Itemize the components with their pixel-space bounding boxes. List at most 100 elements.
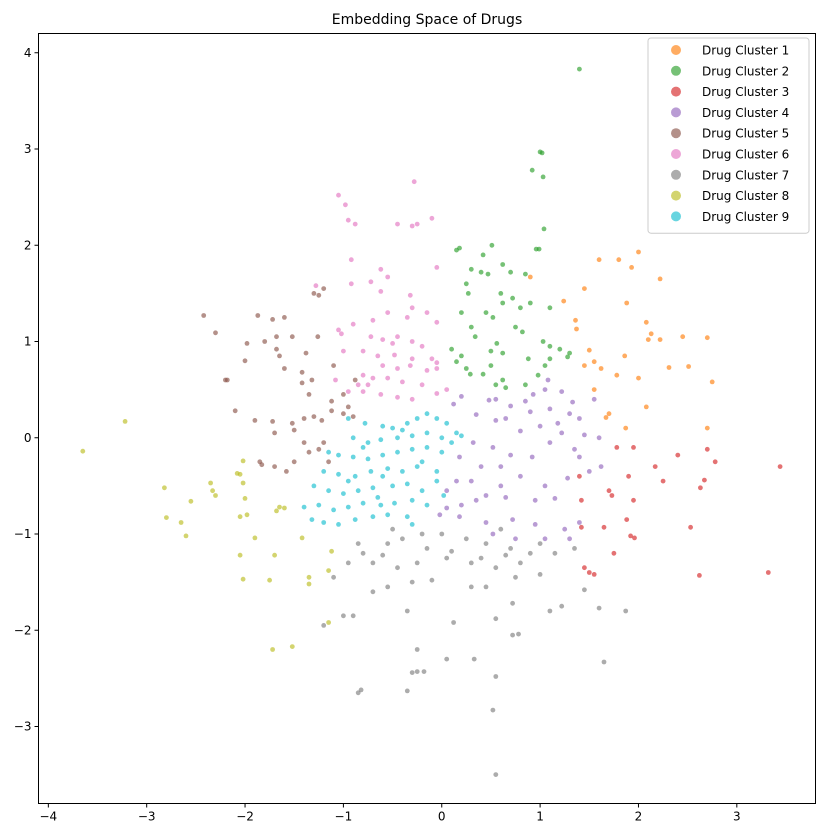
data-point — [365, 382, 371, 388]
data-point — [336, 522, 341, 527]
data-point — [252, 418, 258, 423]
data-point — [352, 221, 358, 227]
data-point — [457, 454, 462, 460]
data-point — [208, 480, 214, 486]
data-point — [385, 584, 391, 590]
data-point — [444, 488, 450, 494]
data-point — [493, 565, 499, 571]
data-point — [523, 382, 528, 388]
data-point — [188, 498, 194, 504]
data-point — [493, 616, 499, 622]
data-point — [468, 324, 474, 330]
data-point — [459, 394, 464, 399]
data-point — [395, 366, 400, 371]
data-point — [299, 369, 305, 375]
data-point — [345, 478, 351, 484]
data-point — [267, 577, 272, 583]
data-point — [355, 488, 361, 494]
data-point — [365, 440, 371, 445]
data-point — [350, 454, 356, 460]
data-point — [385, 310, 391, 315]
data-point — [429, 577, 435, 583]
data-point — [454, 430, 459, 436]
data-point — [542, 363, 548, 368]
data-point — [485, 271, 491, 277]
data-point — [498, 526, 504, 532]
data-point — [395, 449, 400, 455]
data-point — [624, 517, 630, 522]
legend-marker — [671, 190, 681, 201]
data-point — [321, 440, 327, 445]
legend-label: Drug Cluster 1 — [702, 44, 789, 58]
data-point — [411, 179, 417, 185]
data-point — [704, 335, 710, 341]
series-5 — [201, 286, 358, 474]
data-point — [552, 496, 558, 501]
data-point — [316, 446, 322, 452]
data-point — [441, 493, 447, 498]
data-point — [500, 262, 506, 267]
data-point — [345, 404, 351, 410]
data-point — [552, 550, 558, 556]
data-point — [582, 286, 587, 291]
data-point — [510, 295, 515, 301]
data-point — [513, 574, 518, 580]
data-point — [326, 459, 331, 465]
data-point — [368, 469, 374, 474]
data-point — [360, 372, 366, 378]
data-point — [537, 572, 543, 577]
data-point — [542, 483, 548, 489]
data-point — [451, 620, 456, 625]
data-point — [331, 574, 336, 580]
data-point — [370, 317, 376, 323]
data-point — [409, 522, 415, 527]
data-point — [407, 363, 413, 368]
data-point — [636, 375, 641, 381]
data-point — [255, 313, 261, 318]
data-point — [339, 331, 344, 337]
legend-marker — [671, 149, 681, 159]
data-point — [591, 396, 597, 402]
data-point — [424, 502, 430, 508]
data-point — [567, 536, 572, 542]
data-point — [409, 339, 415, 344]
data-point — [345, 217, 351, 223]
data-point — [355, 541, 361, 546]
points-layer — [80, 66, 783, 777]
data-point — [493, 674, 499, 679]
data-point — [414, 647, 420, 652]
data-point — [449, 548, 454, 554]
data-point — [360, 500, 366, 506]
data-point — [350, 321, 356, 327]
legend: Drug Cluster 1 Drug Cluster 2 Drug Cluster… — [647, 37, 810, 234]
data-point — [572, 446, 577, 452]
data-point — [611, 550, 617, 556]
data-point — [657, 276, 663, 282]
legend-marker — [671, 86, 681, 97]
data-point — [375, 495, 381, 500]
data-point — [483, 493, 489, 498]
data-point — [660, 478, 666, 484]
data-point — [424, 546, 430, 551]
data-point — [316, 502, 322, 508]
data-point — [765, 570, 771, 575]
data-point — [470, 440, 476, 445]
data-point — [378, 289, 384, 294]
data-point — [309, 517, 315, 522]
data-point — [472, 334, 478, 340]
data-point — [542, 387, 548, 392]
data-point — [510, 632, 515, 638]
data-point — [385, 541, 391, 546]
data-point — [315, 334, 321, 340]
data-point — [567, 411, 572, 417]
y-tick-label: 2 — [24, 238, 32, 252]
data-point — [392, 352, 397, 358]
data-point — [489, 242, 495, 248]
data-point — [561, 298, 567, 304]
data-point — [777, 464, 783, 469]
data-point — [622, 353, 628, 359]
data-point — [409, 356, 415, 362]
data-point — [326, 620, 331, 625]
data-point — [395, 565, 400, 571]
